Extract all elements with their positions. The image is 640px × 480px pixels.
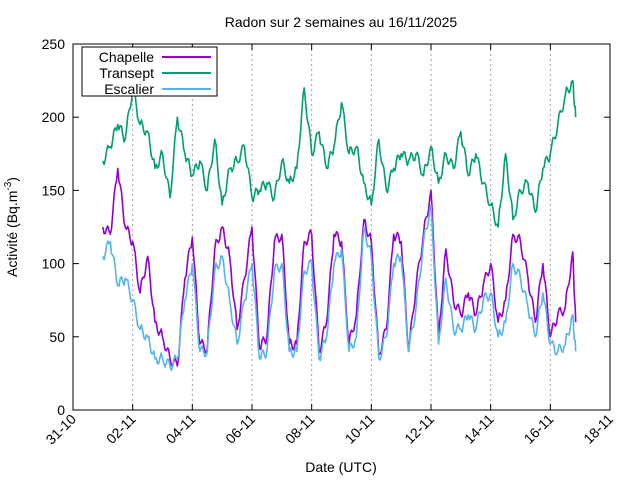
- series-line-transept: [102, 79, 577, 228]
- y-tick-label-2: 100: [42, 256, 66, 272]
- legend-label-chapelle: Chapelle: [99, 49, 154, 65]
- y-axis-label-sup: -3: [3, 181, 14, 190]
- x-tick-label-9: 18-11: [580, 411, 616, 447]
- series-line-chapelle: [102, 167, 577, 368]
- x-axis-ticks: 31-10 02-11 04-11 06-11 08-11 10-11 12-11 14-11…: [42, 44, 616, 447]
- x-tick-label-6: 12-11: [401, 411, 437, 447]
- y-axis-ticks: 0 50 100 150 200 250: [42, 36, 610, 418]
- series-group: [102, 79, 577, 372]
- x-tick-label-3: 06-11: [222, 411, 258, 447]
- chart-title: Radon sur 2 semaines au 16/11/2025: [225, 14, 458, 30]
- y-tick-label-3: 150: [42, 182, 66, 198]
- y-tick-label-5: 250: [42, 36, 66, 52]
- x-tick-label-8: 16-11: [521, 411, 557, 447]
- y-tick-label-4: 200: [42, 109, 66, 125]
- y-axis-label-close: ): [4, 177, 20, 182]
- x-tick-label-2: 04-11: [163, 411, 199, 447]
- x-tick-label-4: 08-11: [282, 411, 318, 447]
- y-tick-label-0: 0: [57, 402, 65, 418]
- legend-label-transept: Transept: [99, 65, 154, 81]
- series-line-escalier: [102, 204, 577, 372]
- legend-label-escalier: Escalier: [104, 81, 154, 97]
- x-tick-label-1: 02-11: [103, 411, 139, 447]
- grid-lines: [132, 44, 551, 410]
- plot-frame: [72, 43, 611, 411]
- y-axis-label: Activité (Bq.m-3): [3, 177, 20, 277]
- x-tick-label-5: 10-11: [342, 411, 378, 447]
- x-axis-label: Date (UTC): [305, 459, 377, 475]
- legend-box: [81, 46, 218, 97]
- y-axis-label-main: Activité (Bq.m: [4, 191, 20, 277]
- x-tick-label-7: 14-11: [461, 411, 497, 447]
- y-tick-label-1: 50: [49, 329, 65, 345]
